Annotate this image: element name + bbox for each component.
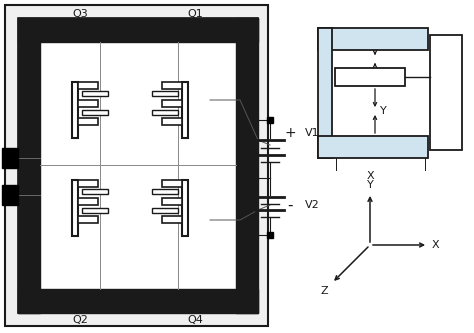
Text: V1: V1 (305, 128, 319, 138)
Bar (182, 180, 188, 236)
Bar (162, 180, 182, 187)
Bar (5, 5, 268, 326)
Bar (162, 216, 182, 223)
Bar (78, 100, 98, 107)
Bar (78, 118, 98, 125)
Bar (82, 189, 108, 194)
Text: Q1: Q1 (187, 9, 203, 19)
Bar (162, 198, 182, 205)
Bar (182, 82, 188, 138)
Bar (318, 28, 332, 158)
Bar (430, 35, 462, 150)
Text: Z: Z (320, 286, 328, 296)
Text: V2: V2 (305, 200, 320, 210)
Bar (162, 100, 182, 107)
Text: Y: Y (366, 180, 374, 190)
Bar (82, 208, 108, 213)
Text: -: - (287, 197, 293, 212)
Text: X: X (366, 171, 374, 181)
Text: +: + (284, 126, 296, 140)
Bar (72, 180, 78, 236)
Text: Q2: Q2 (72, 315, 88, 325)
Bar (152, 189, 178, 194)
Bar (152, 110, 178, 115)
Bar (78, 216, 98, 223)
Bar (78, 180, 98, 187)
Bar (236, 18, 258, 313)
Bar (152, 208, 178, 213)
Bar (78, 82, 98, 89)
Text: Q4: Q4 (187, 315, 203, 325)
Bar (18, 18, 258, 313)
Bar (318, 136, 428, 158)
Text: X: X (431, 240, 439, 250)
Bar (335, 68, 405, 86)
Bar (162, 82, 182, 89)
Bar (18, 18, 40, 313)
Bar (82, 110, 108, 115)
Bar (152, 91, 178, 96)
Bar (162, 118, 182, 125)
Text: Y: Y (380, 106, 387, 116)
Bar (318, 28, 428, 50)
Bar (2, 148, 18, 168)
Bar (18, 289, 258, 313)
Text: Q3: Q3 (72, 9, 88, 19)
Bar (18, 18, 258, 42)
Bar (82, 91, 108, 96)
Bar (2, 185, 18, 205)
Bar (72, 82, 78, 138)
Bar (78, 198, 98, 205)
